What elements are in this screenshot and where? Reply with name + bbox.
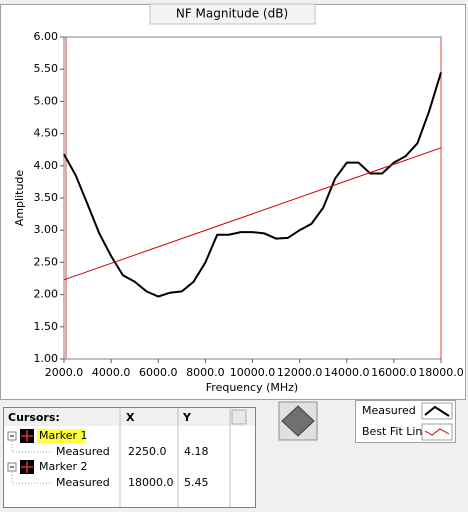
series-line bbox=[63, 72, 442, 298]
marker-cross bbox=[21, 461, 33, 473]
x-tick-label: 8000.0 bbox=[186, 366, 225, 379]
cursor-y: 5.45 bbox=[184, 476, 209, 489]
legend-swatch bbox=[421, 402, 453, 420]
plot-name: Measured bbox=[56, 445, 110, 458]
table-header-cell: Cursors: bbox=[8, 411, 60, 424]
marker-name: Marker 1 bbox=[39, 429, 88, 442]
legend-label: Best Fit Line bbox=[362, 425, 429, 438]
y-tick-label: 4.50 bbox=[34, 127, 59, 140]
tree-line bbox=[11, 472, 50, 484]
y-axis-label: Amplitude bbox=[13, 170, 26, 227]
y-tick-label: 6.00 bbox=[34, 30, 59, 43]
x-tick-label: 10000.0 bbox=[230, 366, 276, 379]
y-tick-label: 3.50 bbox=[34, 191, 59, 204]
table-header-cell: Y bbox=[182, 411, 192, 424]
x-tick-label: 12000.0 bbox=[277, 366, 323, 379]
marker-name: Marker 2 bbox=[39, 460, 88, 473]
table-header bbox=[4, 408, 255, 426]
legend-line bbox=[424, 405, 450, 417]
series-line bbox=[63, 147, 442, 281]
x-axis-label: Frequency (MHz) bbox=[206, 381, 298, 394]
x-tick-label: 18000.0 bbox=[418, 366, 464, 379]
x-tick-label: 6000.0 bbox=[139, 366, 178, 379]
cursor-x: 18000.0 bbox=[128, 476, 174, 489]
cursor-y: 4.18 bbox=[184, 445, 209, 458]
y-tick-label: 1.00 bbox=[34, 352, 59, 365]
plot-area bbox=[63, 36, 442, 360]
chart-title: NF Magnitude (dB) bbox=[176, 7, 288, 21]
x-tick-label: 16000.0 bbox=[371, 366, 417, 379]
plot-name: Measured bbox=[56, 476, 110, 489]
x-tick-label: 2000.0 bbox=[45, 366, 84, 379]
y-tick-label: 4.00 bbox=[34, 159, 59, 172]
y-tick-label: 5.00 bbox=[34, 94, 59, 107]
x-tick-label: 14000.0 bbox=[324, 366, 370, 379]
legend-line bbox=[424, 428, 450, 436]
y-tick-label: 5.50 bbox=[34, 62, 59, 75]
y-tick-label: 3.00 bbox=[34, 223, 59, 236]
tree-line bbox=[11, 441, 50, 453]
diamond-icon bbox=[281, 405, 315, 437]
legend-swatch bbox=[421, 423, 453, 441]
table-header-cell: X bbox=[126, 411, 135, 424]
y-tick-label: 2.00 bbox=[34, 288, 59, 301]
marker-highlight bbox=[37, 429, 85, 443]
legend-label: Measured bbox=[362, 404, 416, 417]
y-tick-label: 2.50 bbox=[34, 255, 59, 268]
scroll-button[interactable] bbox=[231, 409, 247, 425]
marker-cross bbox=[21, 430, 33, 442]
cursor-x: 2250.0 bbox=[128, 445, 167, 458]
x-tick-label: 4000.0 bbox=[92, 366, 131, 379]
y-tick-label: 1.50 bbox=[34, 320, 59, 333]
title-bar bbox=[149, 3, 316, 25]
